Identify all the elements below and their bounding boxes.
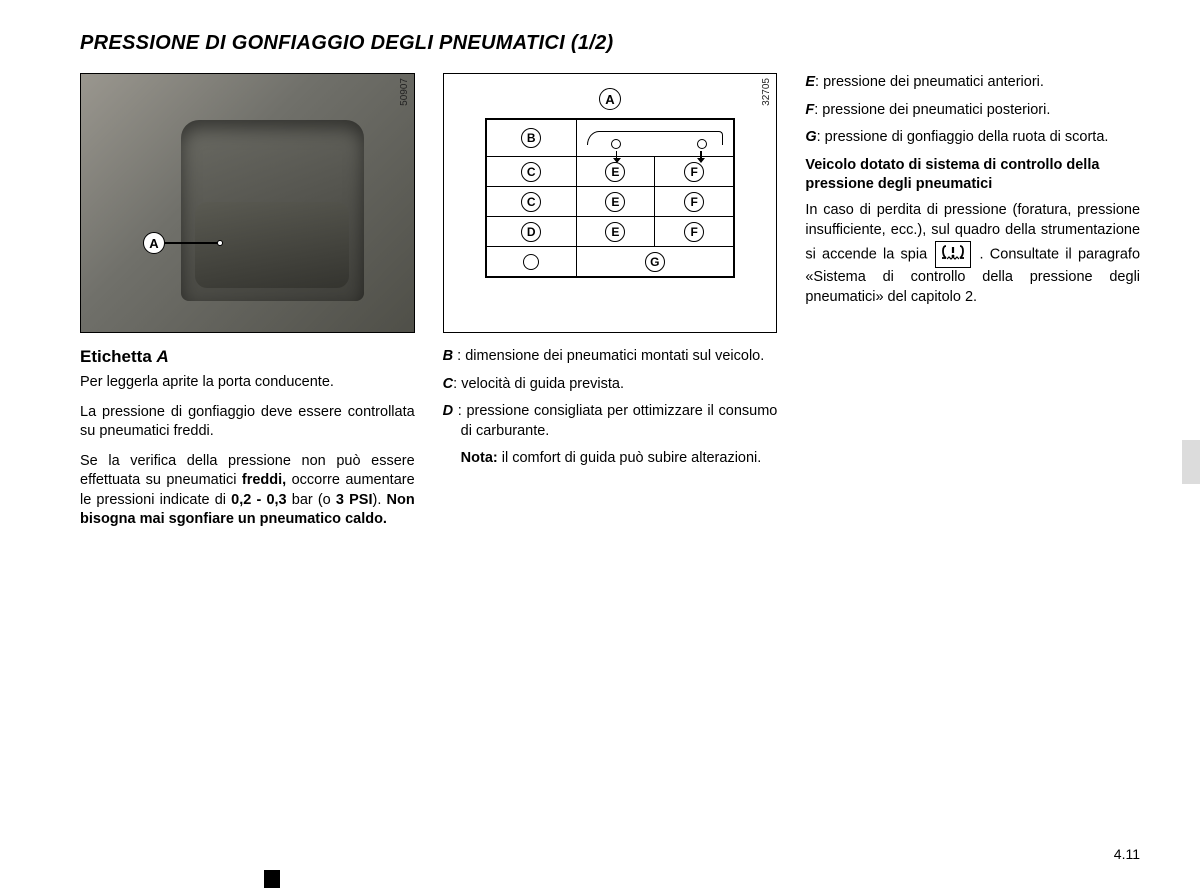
def-f: F: pressione dei pneumatici posteriori. bbox=[805, 101, 1140, 121]
page-title: PRESSIONE DI GONFIAGGIO DEGLI PNEUMATICI… bbox=[80, 32, 1140, 55]
callout-a-leader bbox=[165, 242, 217, 244]
page-number: 4.11 bbox=[1114, 846, 1140, 862]
def-d-key: D bbox=[443, 403, 453, 419]
cell-f2: F bbox=[654, 187, 733, 216]
spare-wheel-icon bbox=[523, 254, 539, 270]
column-2: 32705 A B bbox=[443, 73, 778, 540]
car-outline-icon bbox=[585, 125, 725, 151]
note-label: Nota: bbox=[461, 450, 498, 466]
def-b: B : dimensione dei pneumatici montati su… bbox=[443, 347, 778, 367]
def-b-text: : dimensione dei pneumatici montati sul … bbox=[453, 348, 764, 364]
def-g: G: pressione di gonfiaggio della ruota d… bbox=[805, 128, 1140, 148]
etichetta-heading-text: Etichetta bbox=[80, 347, 157, 366]
cell-c2: C bbox=[487, 187, 576, 216]
etichetta-heading: Etichetta A bbox=[80, 347, 415, 367]
callout-a-dot bbox=[217, 240, 223, 246]
grid-row-4: D E F bbox=[487, 216, 733, 246]
def-c-key: C bbox=[443, 376, 453, 392]
photo-id-label: 50907 bbox=[399, 78, 410, 106]
def-d: D : pressione consigliata per ottimizzar… bbox=[443, 402, 778, 441]
cell-e2-label: E bbox=[605, 192, 625, 212]
diagram-a-label: A bbox=[458, 88, 763, 110]
p3-span-g: ). bbox=[373, 492, 387, 508]
def-g-key: G bbox=[805, 129, 816, 145]
content-columns: 50907 A Etichetta A Per leggerla aprite … bbox=[80, 73, 1140, 540]
def-c-text: : velocità di guida prevista. bbox=[453, 376, 624, 392]
cell-e2: E bbox=[576, 187, 655, 216]
cell-f3-label: F bbox=[684, 222, 704, 242]
cell-d-label: D bbox=[521, 222, 541, 242]
def-e-text: : pressione dei pneumatici anteriori. bbox=[815, 74, 1044, 90]
p3-span-b: freddi, bbox=[242, 472, 286, 488]
cell-b: B bbox=[487, 120, 576, 156]
cell-f1: F bbox=[654, 157, 733, 186]
callout-a-circle: A bbox=[143, 232, 165, 254]
def-c: C: velocità di guida prevista. bbox=[443, 375, 778, 395]
diagram-a-circle: A bbox=[599, 88, 621, 110]
column-3: E: pressione dei pneumatici anteriori. F… bbox=[805, 73, 1140, 540]
def-f-text: : pressione dei pneumatici posteriori. bbox=[814, 102, 1050, 118]
grid-row-2: C E F bbox=[487, 156, 733, 186]
column-1: 50907 A Etichetta A Per leggerla aprite … bbox=[80, 73, 415, 540]
cell-f2-label: F bbox=[684, 192, 704, 212]
cell-e1-label: E bbox=[605, 162, 625, 182]
cell-ring bbox=[487, 247, 576, 276]
cell-g: G bbox=[576, 247, 733, 276]
label-diagram: 32705 A B bbox=[443, 73, 778, 333]
def-d-text: : pressione consigliata per ottimizzare … bbox=[453, 403, 777, 439]
cell-c1-label: C bbox=[521, 162, 541, 182]
p3-span-f: 3 PSI bbox=[336, 492, 373, 508]
col1-p3: Se la verifica della pressione non può e… bbox=[80, 452, 415, 530]
cell-d: D bbox=[487, 217, 576, 246]
cell-f1-label: F bbox=[684, 162, 704, 182]
def-e: E: pressione dei pneumatici anteriori. bbox=[805, 73, 1140, 93]
grid-row-1: B bbox=[487, 120, 733, 156]
callout-a: A bbox=[143, 232, 223, 254]
cell-e3: E bbox=[576, 217, 655, 246]
p3-span-e: bar (o bbox=[287, 492, 336, 508]
def-note: Nota: il comfort di guida può subire alt… bbox=[443, 449, 778, 469]
tpms-paragraph: In caso di perdita di pressione (foratur… bbox=[805, 201, 1140, 307]
cell-c2-label: C bbox=[521, 192, 541, 212]
col1-p1: Per leggerla aprite la porta conducente. bbox=[80, 373, 415, 393]
note-text: il comfort di guida può subire alterazio… bbox=[498, 450, 762, 466]
page-tab-indicator bbox=[1182, 440, 1200, 484]
cell-g-label: G bbox=[645, 252, 665, 272]
def-g-text: : pressione di gonfiaggio della ruota di… bbox=[817, 129, 1109, 145]
cell-e3-label: E bbox=[605, 222, 625, 242]
def-f-key: F bbox=[805, 102, 814, 118]
diagram-id-label: 32705 bbox=[761, 78, 772, 106]
cell-c1: C bbox=[487, 157, 576, 186]
photo-car-interior: 50907 A bbox=[80, 73, 415, 333]
grid-row-3: C E F bbox=[487, 186, 733, 216]
p3-span-d: 0,2 - 0,3 bbox=[231, 492, 286, 508]
cell-f3: F bbox=[654, 217, 733, 246]
etichetta-heading-a: A bbox=[157, 347, 169, 366]
seat-illustration bbox=[181, 120, 364, 301]
cell-b-label: B bbox=[521, 128, 541, 148]
grid-row-5: G bbox=[487, 246, 733, 276]
def-e-key: E bbox=[805, 74, 815, 90]
bottom-crop-mark bbox=[264, 870, 280, 888]
def-b-key: B bbox=[443, 348, 453, 364]
col1-p2: La pressione di gonfiaggio deve essere c… bbox=[80, 403, 415, 442]
diagram-grid: B C E bbox=[485, 118, 735, 278]
cell-car bbox=[576, 120, 733, 156]
tpms-warning-icon bbox=[935, 241, 971, 269]
tpms-heading: Veicolo dotato di sistema di controllo d… bbox=[805, 156, 1140, 194]
